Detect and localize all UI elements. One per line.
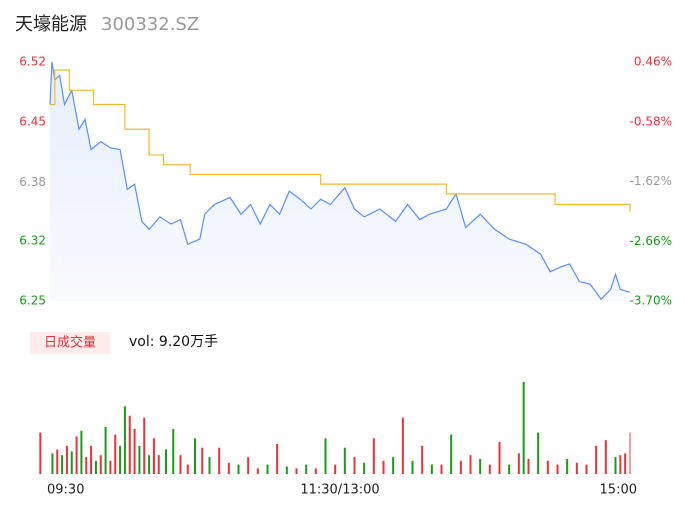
volume-bar xyxy=(392,457,395,474)
x-tick-label: 15:00 xyxy=(600,483,637,498)
volume-bar xyxy=(85,457,88,474)
y2-tick-label: -1.62% xyxy=(630,174,672,188)
volume-bar xyxy=(128,415,131,474)
volume-bar xyxy=(266,464,269,474)
volume-bar xyxy=(624,453,627,474)
volume-bar xyxy=(179,455,182,474)
volume-bar xyxy=(119,445,122,474)
volume-bar xyxy=(459,460,462,474)
volume-bar xyxy=(488,464,491,474)
volume-bar xyxy=(109,460,112,474)
volume-bar xyxy=(99,455,102,474)
y2-tick-label: -0.58% xyxy=(630,114,672,128)
volume-bar xyxy=(138,445,141,474)
average-line xyxy=(50,69,631,212)
volume-bar xyxy=(363,462,366,474)
volume-bar xyxy=(143,417,146,474)
volume-bar xyxy=(450,434,453,474)
volume-bar xyxy=(218,447,221,474)
volume-bar xyxy=(201,447,204,474)
volume-bar xyxy=(537,432,540,474)
volume-bar xyxy=(39,432,42,474)
volume-bar xyxy=(614,457,617,474)
stock-name: 天壕能源 xyxy=(15,14,87,35)
volume-bar xyxy=(353,457,356,474)
volume-bar xyxy=(498,442,501,474)
volume-bar xyxy=(314,468,317,474)
volume-bar xyxy=(172,428,175,474)
volume-bar xyxy=(80,430,83,474)
volume-bar xyxy=(276,443,279,474)
volume-bar xyxy=(94,460,97,474)
volume-bar xyxy=(227,462,230,474)
volume-bar xyxy=(295,468,298,474)
volume-bar xyxy=(133,428,136,474)
price-area xyxy=(50,62,630,301)
y2-tick-label: 0.46% xyxy=(634,55,672,69)
y2-tick-label: -2.66% xyxy=(630,234,672,248)
volume-bar xyxy=(430,464,433,474)
volume-bar xyxy=(517,453,520,474)
volume-bar xyxy=(411,460,414,474)
y-tick-label: 6.52 xyxy=(19,55,46,69)
volume-bar xyxy=(285,466,288,474)
volume-bar xyxy=(595,445,598,474)
volume-bar xyxy=(629,432,631,474)
volume-bar xyxy=(56,449,59,474)
volume-bar xyxy=(256,468,259,474)
volume-bar xyxy=(194,438,196,474)
volume-bar xyxy=(401,417,404,474)
volume-bar xyxy=(469,455,472,474)
x-tick-label: 11:30/13:00 xyxy=(300,483,379,498)
y-tick-label: 6.45 xyxy=(19,115,46,129)
volume-bar xyxy=(305,464,308,474)
volume-bar xyxy=(440,464,443,474)
volume-bar xyxy=(70,451,73,474)
y-tick-label: 6.38 xyxy=(19,175,46,189)
volume-bar xyxy=(186,464,189,474)
volume-legend: 日成交量 xyxy=(44,335,96,351)
volume-bar xyxy=(157,455,160,474)
volume-bar xyxy=(556,464,559,474)
volume-bar xyxy=(372,438,375,474)
volume-bar xyxy=(51,453,54,474)
volume-bar xyxy=(575,462,578,474)
volume-bar xyxy=(208,457,211,474)
volume-bar xyxy=(324,438,327,474)
y-tick-label: 6.32 xyxy=(19,233,46,247)
volume-bar xyxy=(247,457,250,474)
volume-bar xyxy=(604,440,607,474)
volume-bar xyxy=(237,464,240,474)
volume-bar xyxy=(114,434,117,474)
volume-bar xyxy=(508,464,511,474)
stock-code: 300332.SZ xyxy=(101,14,199,35)
x-tick-label: 09:30 xyxy=(47,483,84,498)
volume-bar xyxy=(343,447,346,474)
volume-bar xyxy=(152,438,155,474)
volume-bar xyxy=(123,406,126,474)
y-tick-label: 6.25 xyxy=(19,294,46,308)
volume-bar xyxy=(527,458,530,474)
volume-bar xyxy=(382,460,385,474)
volume-bar xyxy=(165,449,167,474)
volume-bar xyxy=(566,458,569,474)
volume-bar xyxy=(334,464,337,474)
y2-tick-label: -3.70% xyxy=(630,294,672,308)
volume-bar xyxy=(522,381,525,474)
volume-bar xyxy=(104,427,107,474)
volume-legend-bg xyxy=(30,332,110,354)
volume-bar xyxy=(619,455,622,474)
volume-bar xyxy=(90,445,93,474)
volume-bar xyxy=(585,464,588,474)
volume-bar xyxy=(61,455,64,474)
volume-label: vol: 9.20万手 xyxy=(129,334,218,350)
volume-bar xyxy=(479,458,482,474)
price-line xyxy=(49,61,631,301)
volume-bar xyxy=(421,445,424,474)
volume-bar xyxy=(65,445,68,474)
volume-bar xyxy=(546,460,549,474)
volume-bar xyxy=(75,436,78,474)
volume-bar xyxy=(148,455,151,474)
